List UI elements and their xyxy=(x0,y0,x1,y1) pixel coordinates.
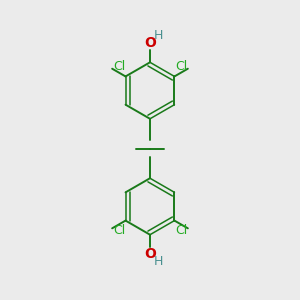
Text: O: O xyxy=(144,247,156,261)
Text: H: H xyxy=(154,255,163,268)
Text: Cl: Cl xyxy=(113,60,125,74)
Text: Cl: Cl xyxy=(113,224,125,237)
Text: Cl: Cl xyxy=(175,60,187,74)
Text: O: O xyxy=(144,36,156,50)
Text: H: H xyxy=(154,29,163,42)
Text: Cl: Cl xyxy=(175,224,187,237)
